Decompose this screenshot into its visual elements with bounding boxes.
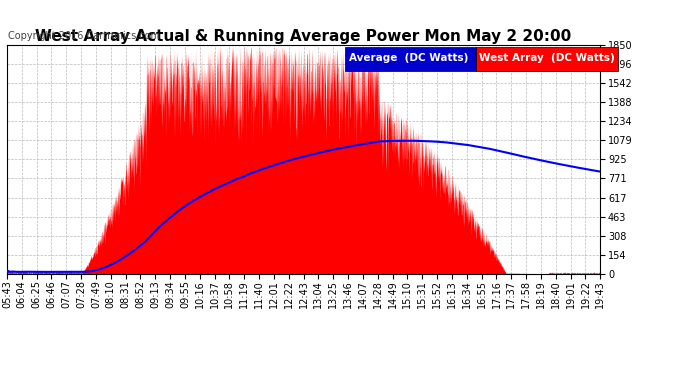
Text: West Array  (DC Watts): West Array (DC Watts) <box>479 53 615 63</box>
Title: West Array Actual & Running Average Power Mon May 2 20:00: West Array Actual & Running Average Powe… <box>35 29 572 44</box>
Text: Average  (DC Watts): Average (DC Watts) <box>348 53 468 63</box>
Text: Copyright 2016 Cartronics.com: Copyright 2016 Cartronics.com <box>8 32 160 41</box>
